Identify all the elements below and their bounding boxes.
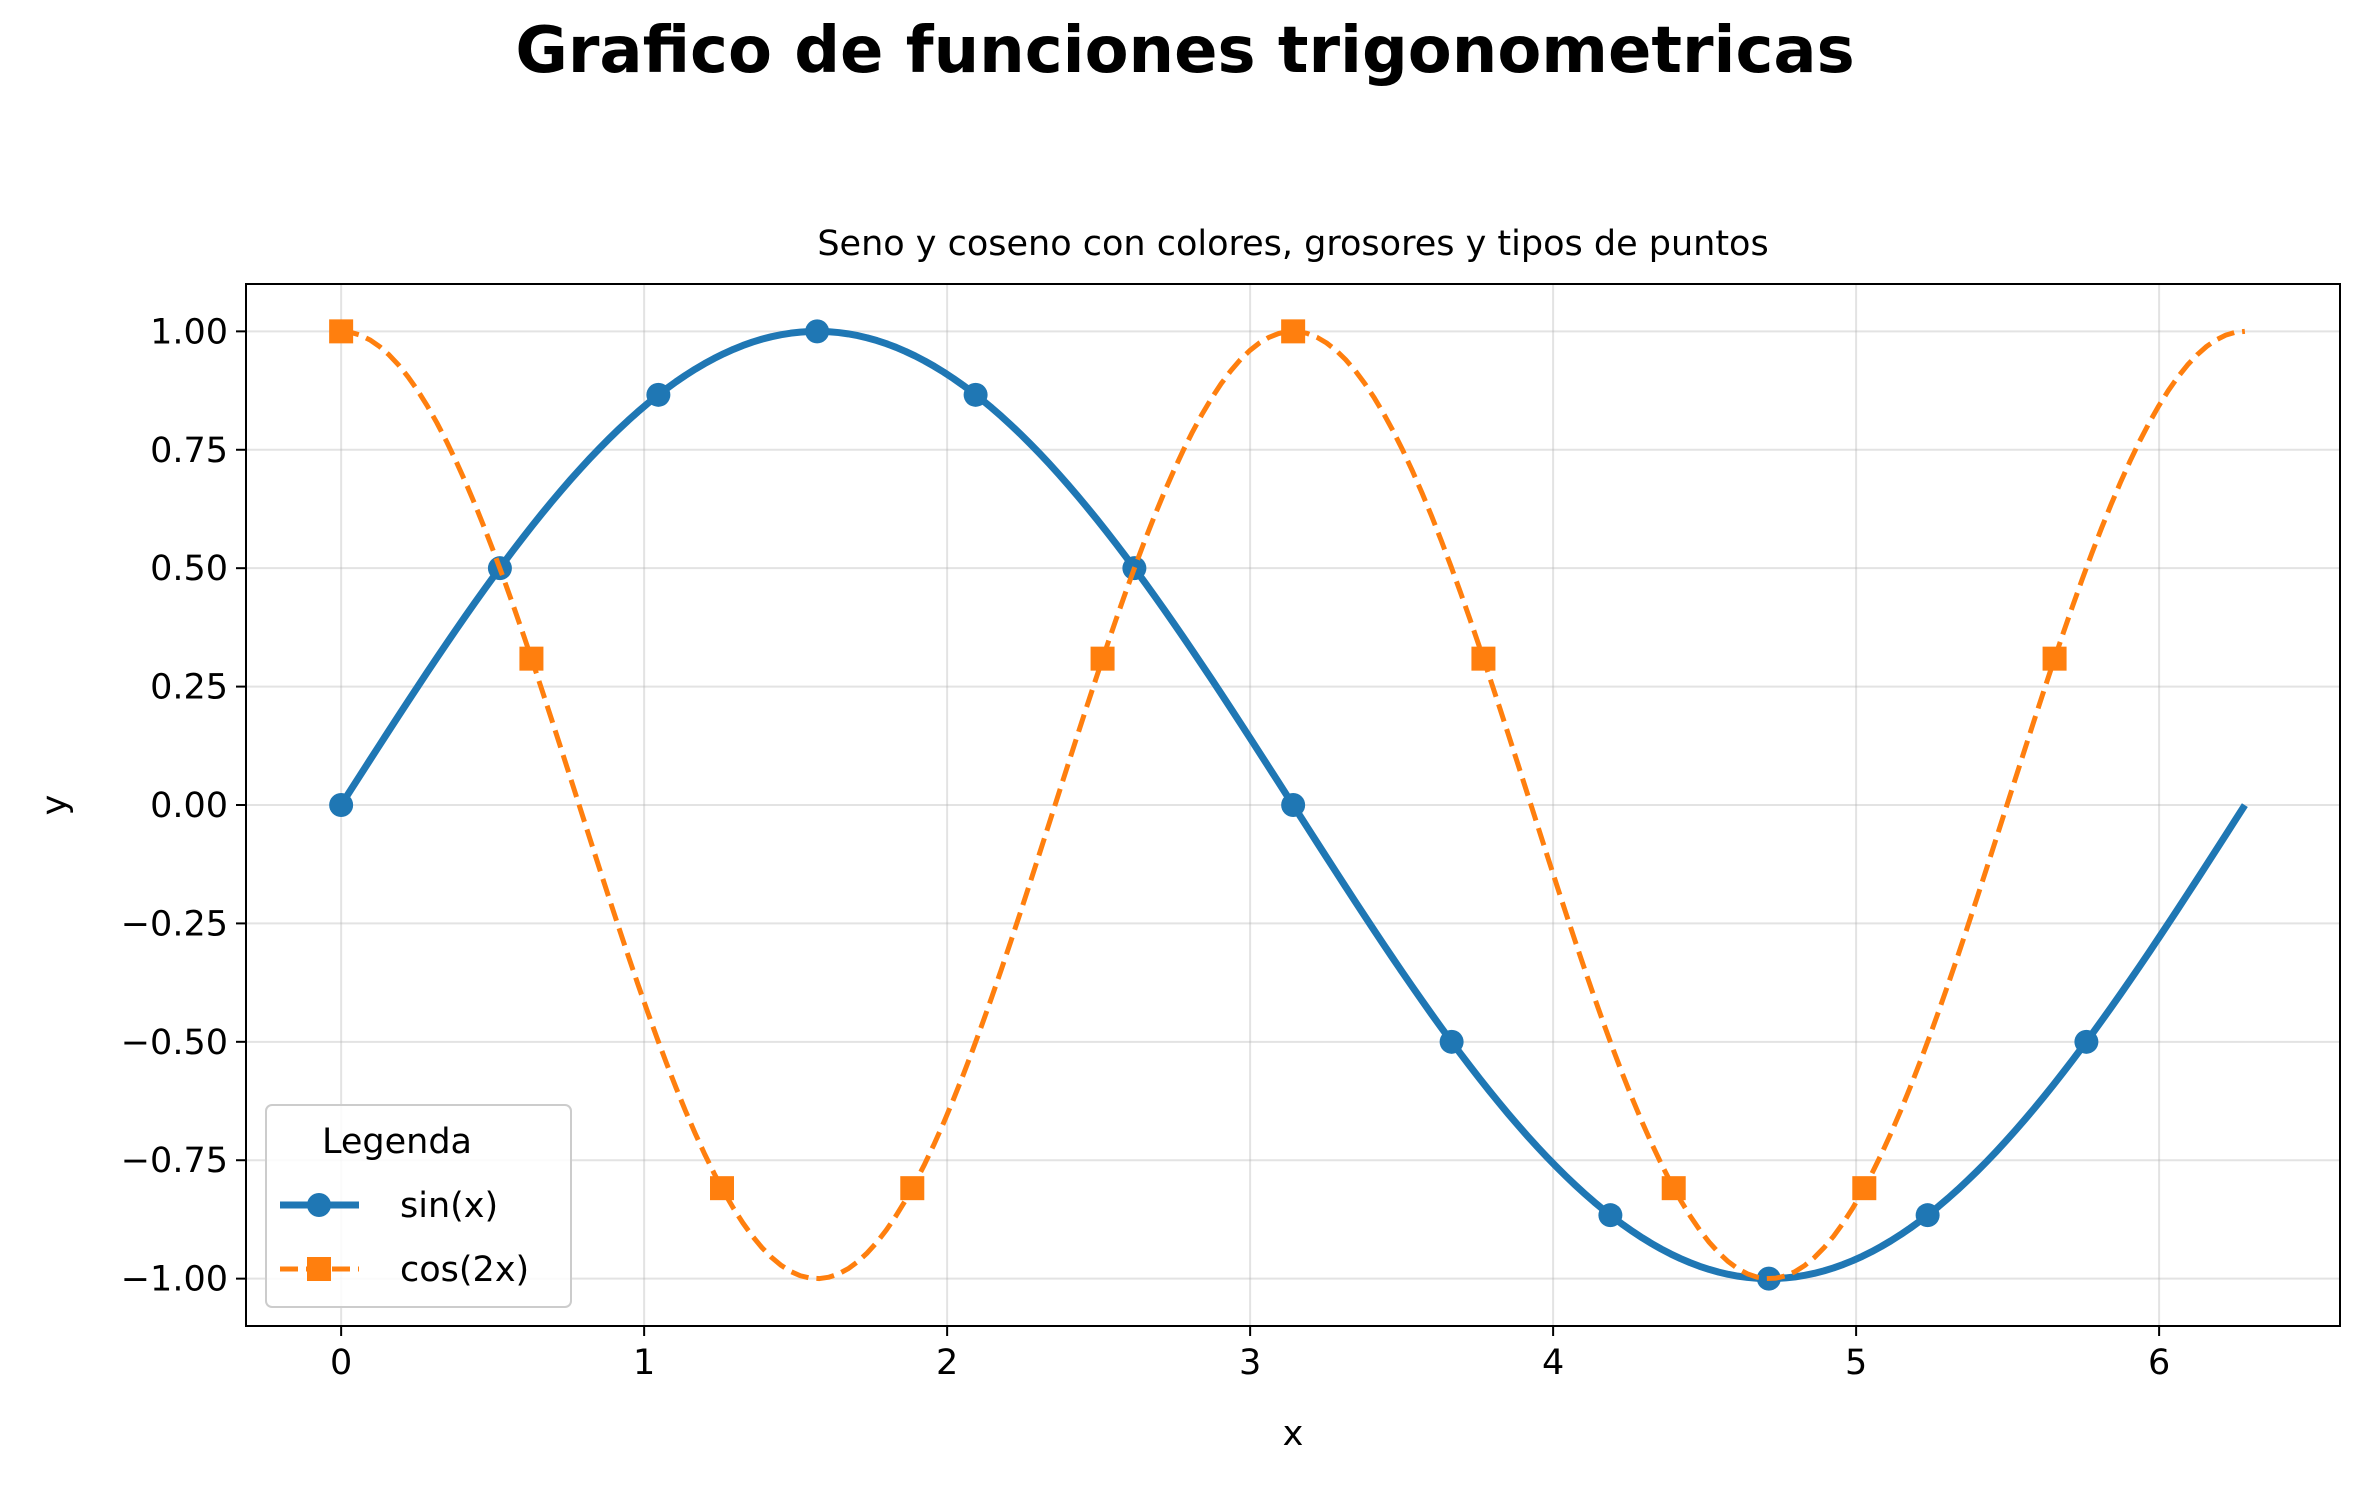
x-tick-label: 4 [1542,1343,1564,1383]
data-point [963,382,988,407]
figure-title: Grafico de funciones trigonometricas [515,14,1855,88]
x-tick-label: 3 [1239,1343,1261,1383]
data-point [646,382,671,407]
series-cos2x [329,319,2246,1282]
data-point [1281,319,1306,344]
legend-marker [307,1257,331,1281]
x-axis-label: x [1283,1414,1304,1454]
data-point [1090,646,1115,671]
x-tick-label: 1 [633,1343,655,1383]
y-tick-label: 0.25 [150,668,228,708]
y-tick-label: 0.75 [150,431,228,471]
data-point [1598,1203,1623,1228]
x-tick-label: 0 [330,1343,352,1383]
data-point [329,319,354,344]
data-point [2074,1029,2099,1054]
x-tick-label: 6 [2148,1343,2170,1383]
y-axis-label: y [35,795,75,816]
data-point [1852,1176,1877,1201]
legend-label: sin(x) [400,1186,498,1226]
data-point [1661,1176,1686,1201]
data-point [1281,793,1306,817]
data-point [710,1176,735,1201]
y-tick-label: −0.75 [121,1141,228,1181]
y-tick-label: −1.00 [121,1260,228,1300]
series-sinx [329,319,2248,1291]
data-point [805,319,830,344]
data-point [1439,1029,1464,1054]
x-tick-label: 2 [936,1343,958,1383]
x-tick-label: 5 [1845,1343,1867,1383]
legend-label: cos(2x) [400,1250,529,1290]
data-point [329,793,354,817]
data-point [1471,646,1496,671]
x-axis: 0 1 2 3 4 5 6 [330,1326,2170,1383]
y-tick-label: −0.25 [121,904,228,944]
y-tick-label: −0.50 [121,1023,228,1063]
y-tick-label: 0.50 [150,549,228,589]
chart-title: Seno y coseno con colores, grosores y ti… [817,224,1768,264]
legend-entry: cos(2x) [280,1250,529,1290]
data-point [2042,646,2067,671]
data-point [519,646,544,671]
data-point [1915,1203,1940,1228]
series-layer [329,319,2248,1291]
legend-marker [307,1193,331,1217]
legend-frame [265,1104,572,1308]
y-tick-label: 0.00 [150,786,228,826]
legend-entry: sin(x) [280,1186,498,1226]
legend: Legenda sin(x) cos(2x) [265,1104,572,1308]
data-point [900,1176,925,1201]
y-axis: 1.00 0.75 0.50 0.25 0.00 −0.25 −0.50 −0.75 −1.00 [121,312,246,1300]
y-tick-label: 1.00 [150,312,228,352]
legend-title: Legenda [322,1122,472,1162]
